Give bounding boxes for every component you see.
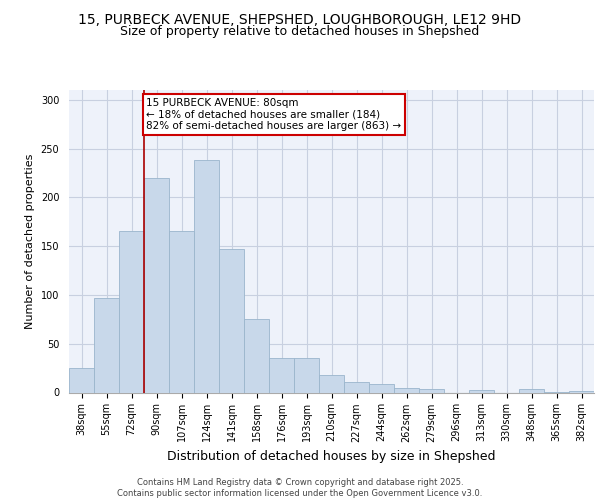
Text: Size of property relative to detached houses in Shepshed: Size of property relative to detached ho… bbox=[121, 25, 479, 38]
Y-axis label: Number of detached properties: Number of detached properties bbox=[25, 154, 35, 329]
Bar bbox=[344, 382, 368, 392]
Bar bbox=[370, 384, 394, 392]
Bar bbox=[469, 390, 494, 392]
Bar bbox=[94, 298, 119, 392]
X-axis label: Distribution of detached houses by size in Shepshed: Distribution of detached houses by size … bbox=[167, 450, 496, 463]
Text: Contains HM Land Registry data © Crown copyright and database right 2025.
Contai: Contains HM Land Registry data © Crown c… bbox=[118, 478, 482, 498]
Bar bbox=[145, 178, 169, 392]
Bar bbox=[419, 388, 443, 392]
Text: 15, PURBECK AVENUE, SHEPSHED, LOUGHBOROUGH, LE12 9HD: 15, PURBECK AVENUE, SHEPSHED, LOUGHBOROU… bbox=[79, 12, 521, 26]
Bar bbox=[70, 368, 94, 392]
Bar bbox=[295, 358, 319, 392]
Bar bbox=[244, 320, 269, 392]
Bar bbox=[520, 388, 544, 392]
Bar bbox=[569, 390, 593, 392]
Bar bbox=[319, 375, 344, 392]
Bar bbox=[169, 232, 194, 392]
Text: 15 PURBECK AVENUE: 80sqm
← 18% of detached houses are smaller (184)
82% of semi-: 15 PURBECK AVENUE: 80sqm ← 18% of detach… bbox=[146, 98, 401, 131]
Bar bbox=[220, 249, 244, 392]
Bar bbox=[269, 358, 293, 392]
Bar bbox=[119, 232, 143, 392]
Bar bbox=[194, 160, 218, 392]
Bar bbox=[394, 388, 419, 392]
